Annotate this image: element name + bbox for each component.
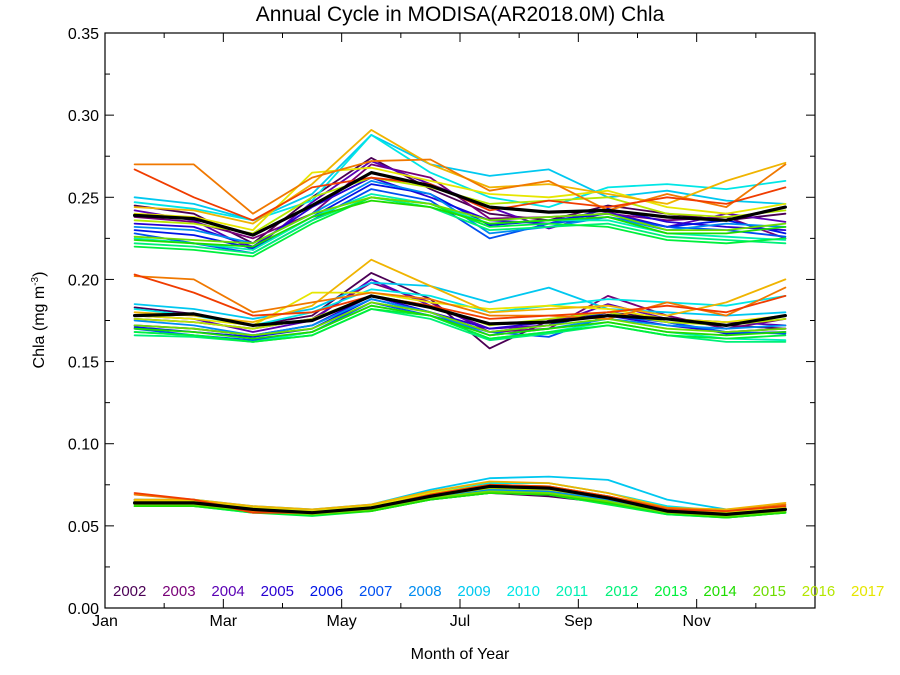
plot-lines — [133, 129, 787, 519]
legend-label-2010: 2010 — [507, 583, 540, 600]
y-tick-label: 0.35 — [68, 26, 99, 43]
legend-label-2014: 2014 — [703, 583, 736, 600]
series-line-2013-middle — [133, 308, 787, 343]
legend-label-2015: 2015 — [753, 583, 786, 600]
series-line-2014-upper — [133, 199, 787, 248]
legend-label-2006: 2006 — [310, 583, 343, 600]
series-line-2015-middle — [133, 301, 787, 337]
y-tick-label: 0.20 — [68, 272, 99, 289]
legend-label-2016: 2016 — [802, 583, 835, 600]
x-axis-label: Month of Year — [411, 646, 510, 663]
legend-label-2009: 2009 — [457, 583, 490, 600]
y-tick-label: 0.00 — [68, 601, 99, 618]
y-axis-label-close: ) — [31, 272, 48, 277]
legend: 2002 2003 2004 2005 2006 2007 2008 2009 2010 2011… — [113, 583, 884, 600]
y-axis-label-superscript: -3 — [30, 276, 41, 285]
tick-labels: 0.00 0.05 0.10 0.15 0.20 0.25 0.30 0.35 Jan Mar Ma… — [68, 26, 711, 630]
series-line-extra-17-upper — [133, 158, 787, 215]
legend-label-2007: 2007 — [359, 583, 392, 600]
y-axis-label-main: Chla (mg m — [31, 286, 48, 369]
series-line-2014-middle — [133, 304, 787, 340]
axis-ticks — [104, 32, 815, 609]
y-tick-label: 0.05 — [68, 519, 99, 536]
legend-label-2005: 2005 — [261, 583, 294, 600]
y-tick-label: 0.30 — [68, 108, 99, 125]
series-line-extra-19-upper — [133, 171, 787, 237]
x-tick-label: May — [327, 613, 357, 630]
x-tick-label: Nov — [682, 613, 710, 630]
x-tick-label: Jan — [92, 613, 118, 630]
series-line-2012-upper — [133, 196, 787, 254]
series-line-2010-upper — [133, 134, 787, 222]
chart-title: Annual Cycle in MODISA(AR2018.0M) Chla — [256, 3, 665, 26]
legend-label-2003: 2003 — [162, 583, 195, 600]
legend-label-2004: 2004 — [211, 583, 244, 600]
series-line-2009-upper — [133, 134, 787, 222]
series-line-extra-19-lower — [133, 484, 787, 516]
y-tick-label: 0.10 — [68, 437, 99, 454]
legend-label-2012: 2012 — [605, 583, 638, 600]
legend-label-2002: 2002 — [113, 583, 146, 600]
series-line-extra-17-middle — [133, 275, 787, 320]
y-axis-label: Chla (mg m-3) — [30, 272, 48, 369]
series-line-extra-18-lower — [133, 483, 787, 514]
series-line-extra-19-middle — [133, 294, 787, 327]
y-tick-label: 0.15 — [68, 355, 99, 372]
legend-label-2013: 2013 — [654, 583, 687, 600]
y-tick-label: 0.25 — [68, 190, 99, 207]
series-line-2017-upper — [133, 166, 787, 231]
series-line-extra-18-middle — [133, 273, 787, 320]
legend-label-2011: 2011 — [556, 583, 588, 600]
x-tick-label: Mar — [210, 613, 238, 630]
x-tick-label: Sep — [564, 613, 593, 630]
series-line-2015-upper — [133, 196, 787, 245]
x-tick-label: Jul — [450, 613, 470, 630]
series-line-extra-16-middle — [133, 258, 787, 323]
legend-label-2017: 2017 — [851, 583, 884, 600]
legend-label-2008: 2008 — [408, 583, 441, 600]
